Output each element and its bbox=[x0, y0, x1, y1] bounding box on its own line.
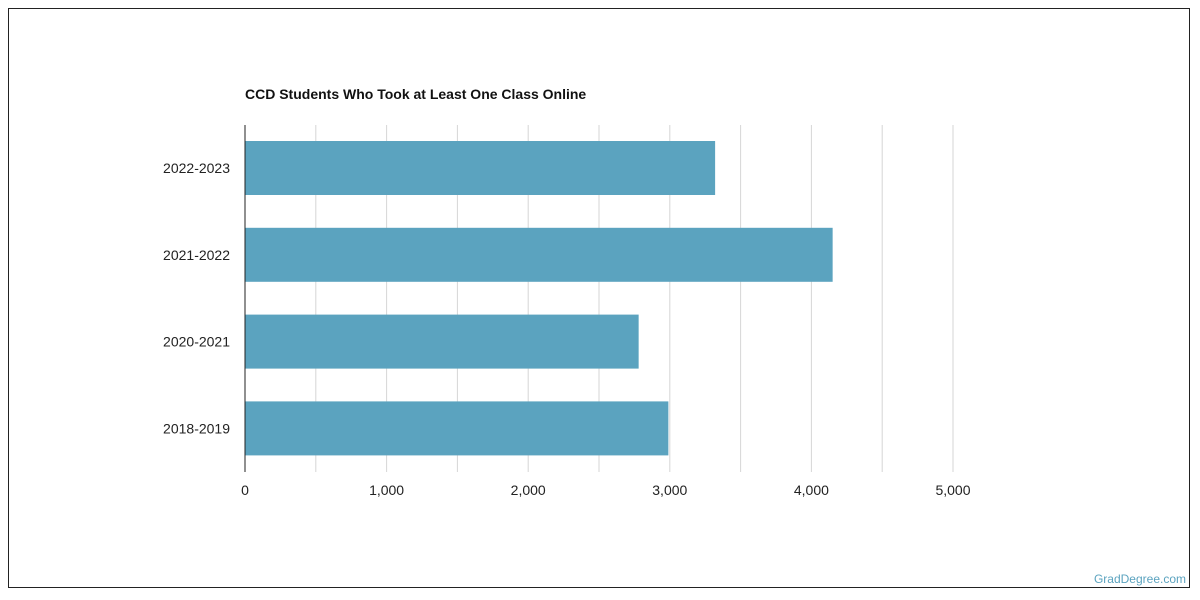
x-tick-label: 4,000 bbox=[794, 482, 829, 498]
chart-title: CCD Students Who Took at Least One Class… bbox=[245, 86, 587, 102]
x-tick-label: 0 bbox=[241, 482, 249, 498]
chart-frame bbox=[8, 8, 1190, 588]
bar-2018-2019 bbox=[245, 401, 669, 456]
x-tick-label: 3,000 bbox=[652, 482, 687, 498]
x-tick-label: 5,000 bbox=[935, 482, 970, 498]
x-tick-label: 1,000 bbox=[369, 482, 404, 498]
x-tick-label: 2,000 bbox=[511, 482, 546, 498]
y-tick-label: 2020-2021 bbox=[163, 334, 230, 350]
y-tick-label: 2021-2022 bbox=[163, 247, 230, 263]
bar-2022-2023 bbox=[245, 141, 716, 195]
y-tick-label: 2018-2019 bbox=[163, 420, 230, 436]
bar-2021-2022 bbox=[245, 227, 833, 282]
y-tick-label: 2022-2023 bbox=[163, 160, 230, 176]
bar-2020-2021 bbox=[245, 314, 639, 369]
watermark-link[interactable]: GradDegree.com bbox=[1093, 572, 1186, 586]
